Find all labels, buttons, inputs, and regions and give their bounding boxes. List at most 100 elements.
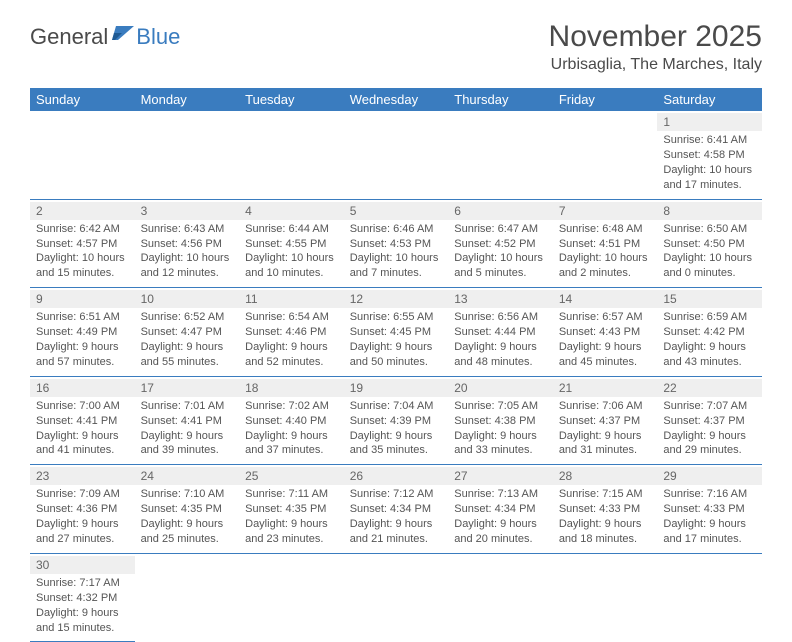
- day-number: 4: [239, 202, 344, 220]
- daylight-text: and 35 minutes.: [350, 443, 443, 458]
- daylight-text: Daylight: 9 hours: [36, 606, 129, 621]
- day-number: 9: [30, 290, 135, 308]
- sunrise-text: Sunrise: 7:10 AM: [141, 487, 234, 502]
- sunrise-text: Sunrise: 6:59 AM: [663, 310, 756, 325]
- daylight-text: Daylight: 10 hours: [663, 251, 756, 266]
- daylight-text: and 5 minutes.: [454, 266, 547, 281]
- day-number: 14: [553, 290, 658, 308]
- sunrise-text: Sunrise: 6:55 AM: [350, 310, 443, 325]
- daylight-text: and 17 minutes.: [663, 178, 756, 193]
- sunrise-text: Sunrise: 6:46 AM: [350, 222, 443, 237]
- title-block: November 2025 Urbisaglia, The Marches, I…: [549, 20, 762, 74]
- daylight-text: Daylight: 9 hours: [141, 429, 234, 444]
- daylight-text: Daylight: 9 hours: [454, 517, 547, 532]
- daylight-text: Daylight: 10 hours: [36, 251, 129, 266]
- sunset-text: Sunset: 4:43 PM: [559, 325, 652, 340]
- sunset-text: Sunset: 4:37 PM: [559, 414, 652, 429]
- location-subtitle: Urbisaglia, The Marches, Italy: [549, 56, 762, 74]
- day-number: 10: [135, 290, 240, 308]
- daylight-text: Daylight: 9 hours: [454, 340, 547, 355]
- sunrise-text: Sunrise: 7:16 AM: [663, 487, 756, 502]
- daylight-text: Daylight: 9 hours: [36, 517, 129, 532]
- day-number: 8: [657, 202, 762, 220]
- sunrise-text: Sunrise: 6:42 AM: [36, 222, 129, 237]
- daylight-text: Daylight: 9 hours: [559, 517, 652, 532]
- sunset-text: Sunset: 4:45 PM: [350, 325, 443, 340]
- daylight-text: Daylight: 9 hours: [141, 517, 234, 532]
- calendar-cell: 25Sunrise: 7:11 AMSunset: 4:35 PMDayligh…: [239, 465, 344, 554]
- daylight-text: and 41 minutes.: [36, 443, 129, 458]
- daylight-text: and 20 minutes.: [454, 532, 547, 547]
- calendar-cell: [553, 111, 658, 199]
- daylight-text: Daylight: 9 hours: [36, 340, 129, 355]
- calendar-cell: [553, 553, 658, 642]
- calendar-cell: 8Sunrise: 6:50 AMSunset: 4:50 PMDaylight…: [657, 199, 762, 288]
- calendar-week: 1Sunrise: 6:41 AMSunset: 4:58 PMDaylight…: [30, 111, 762, 199]
- day-number: 23: [30, 467, 135, 485]
- day-number: 3: [135, 202, 240, 220]
- daylight-text: and 55 minutes.: [141, 355, 234, 370]
- flag-icon: [112, 24, 134, 50]
- calendar-cell: 22Sunrise: 7:07 AMSunset: 4:37 PMDayligh…: [657, 376, 762, 465]
- day-number: 26: [344, 467, 449, 485]
- sunrise-text: Sunrise: 7:15 AM: [559, 487, 652, 502]
- calendar-cell: [135, 111, 240, 199]
- calendar-cell: 6Sunrise: 6:47 AMSunset: 4:52 PMDaylight…: [448, 199, 553, 288]
- calendar-cell: [239, 553, 344, 642]
- sunset-text: Sunset: 4:53 PM: [350, 237, 443, 252]
- day-number: 16: [30, 379, 135, 397]
- sunset-text: Sunset: 4:35 PM: [141, 502, 234, 517]
- day-header: Thursday: [448, 88, 553, 111]
- sunrise-text: Sunrise: 6:43 AM: [141, 222, 234, 237]
- daylight-text: and 27 minutes.: [36, 532, 129, 547]
- daylight-text: and 12 minutes.: [141, 266, 234, 281]
- sunrise-text: Sunrise: 6:54 AM: [245, 310, 338, 325]
- calendar-cell: 17Sunrise: 7:01 AMSunset: 4:41 PMDayligh…: [135, 376, 240, 465]
- day-header: Friday: [553, 88, 658, 111]
- calendar-cell: 15Sunrise: 6:59 AMSunset: 4:42 PMDayligh…: [657, 288, 762, 377]
- month-title: November 2025: [549, 20, 762, 54]
- daylight-text: Daylight: 9 hours: [663, 517, 756, 532]
- calendar-cell: 2Sunrise: 6:42 AMSunset: 4:57 PMDaylight…: [30, 199, 135, 288]
- daylight-text: and 7 minutes.: [350, 266, 443, 281]
- day-header: Tuesday: [239, 88, 344, 111]
- calendar-cell: 9Sunrise: 6:51 AMSunset: 4:49 PMDaylight…: [30, 288, 135, 377]
- sunrise-text: Sunrise: 7:04 AM: [350, 399, 443, 414]
- sunrise-text: Sunrise: 7:00 AM: [36, 399, 129, 414]
- calendar-week: 2Sunrise: 6:42 AMSunset: 4:57 PMDaylight…: [30, 199, 762, 288]
- day-number: 19: [344, 379, 449, 397]
- day-number: 18: [239, 379, 344, 397]
- sunrise-text: Sunrise: 7:01 AM: [141, 399, 234, 414]
- daylight-text: and 29 minutes.: [663, 443, 756, 458]
- daylight-text: Daylight: 10 hours: [663, 163, 756, 178]
- day-header: Wednesday: [344, 88, 449, 111]
- daylight-text: and 0 minutes.: [663, 266, 756, 281]
- daylight-text: and 23 minutes.: [245, 532, 338, 547]
- sunset-text: Sunset: 4:36 PM: [36, 502, 129, 517]
- sunset-text: Sunset: 4:35 PM: [245, 502, 338, 517]
- calendar-table: SundayMondayTuesdayWednesdayThursdayFrid…: [30, 88, 762, 642]
- daylight-text: and 43 minutes.: [663, 355, 756, 370]
- sunrise-text: Sunrise: 6:41 AM: [663, 133, 756, 148]
- logo-text-2: Blue: [136, 24, 180, 50]
- daylight-text: and 50 minutes.: [350, 355, 443, 370]
- logo: General Blue: [30, 24, 180, 50]
- day-number: 7: [553, 202, 658, 220]
- calendar-cell: [135, 553, 240, 642]
- daylight-text: and 2 minutes.: [559, 266, 652, 281]
- sunset-text: Sunset: 4:41 PM: [36, 414, 129, 429]
- page-header: General Blue November 2025 Urbisaglia, T…: [30, 20, 762, 74]
- day-number: 29: [657, 467, 762, 485]
- daylight-text: Daylight: 9 hours: [245, 340, 338, 355]
- sunset-text: Sunset: 4:57 PM: [36, 237, 129, 252]
- calendar-cell: 5Sunrise: 6:46 AMSunset: 4:53 PMDaylight…: [344, 199, 449, 288]
- day-number: 20: [448, 379, 553, 397]
- day-number: 30: [30, 556, 135, 574]
- calendar-cell: 21Sunrise: 7:06 AMSunset: 4:37 PMDayligh…: [553, 376, 658, 465]
- daylight-text: and 21 minutes.: [350, 532, 443, 547]
- day-header: Sunday: [30, 88, 135, 111]
- sunset-text: Sunset: 4:50 PM: [663, 237, 756, 252]
- day-number: 27: [448, 467, 553, 485]
- sunset-text: Sunset: 4:47 PM: [141, 325, 234, 340]
- daylight-text: Daylight: 10 hours: [559, 251, 652, 266]
